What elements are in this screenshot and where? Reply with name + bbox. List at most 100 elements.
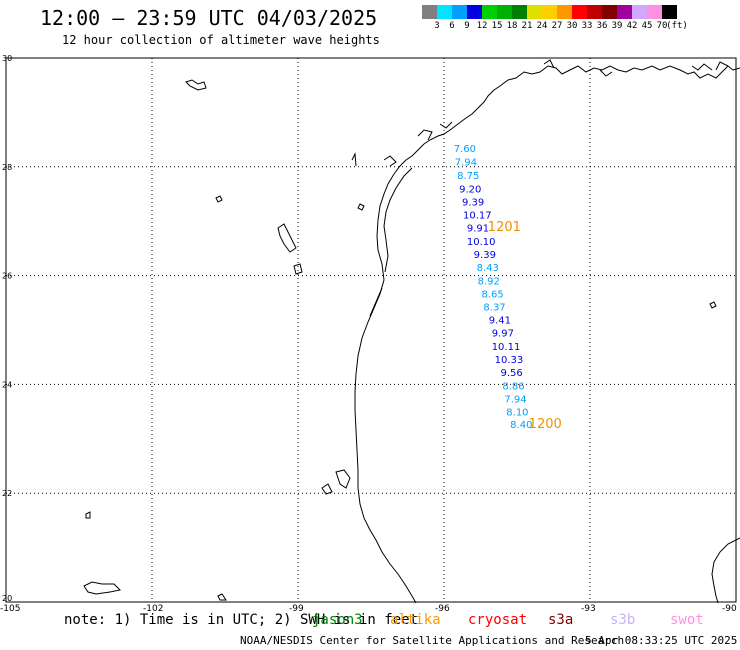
wave-height-value: 8.43 xyxy=(477,263,499,274)
longitude-label: -90 xyxy=(722,604,737,614)
legend-swatch xyxy=(632,5,647,19)
legend-label: 36 xyxy=(596,21,608,31)
mission-s3a: s3a xyxy=(548,612,574,628)
inland-lake xyxy=(335,469,351,489)
legend-swatch xyxy=(542,5,557,19)
legend-swatch xyxy=(497,5,512,19)
inland-lake xyxy=(357,203,365,211)
legend-label: 24 xyxy=(536,21,548,31)
wave-height-value: 9.91 xyxy=(467,224,489,235)
legend-swatch xyxy=(512,5,527,19)
barrier-islands xyxy=(369,167,413,317)
map-grid: 30 28 26 24 22 20-105 -102 -99 -96 -93 -90 xyxy=(0,54,737,614)
wave-height-value: 9.39 xyxy=(474,250,496,261)
longitude-label: -105 xyxy=(0,604,20,614)
map-subtitle: 12 hour collection of altimeter wave hei… xyxy=(62,33,380,47)
inland-lake xyxy=(293,263,303,275)
legend-swatch xyxy=(527,5,542,19)
inland-lake xyxy=(321,483,333,495)
legend-swatch xyxy=(467,5,482,19)
wave-height-value: 8.86 xyxy=(502,381,524,392)
color-scale-legend: 3 6 9 12 15 18 21 24 27 30 33 36 39 42 45 70 (ft) xyxy=(422,5,688,31)
legend-label: 33 xyxy=(581,21,593,31)
gulf-coastline xyxy=(354,65,740,604)
mission-altika: altika xyxy=(390,612,441,628)
legend-swatch xyxy=(452,5,467,19)
inland-lake xyxy=(185,79,207,91)
legend-swatch xyxy=(572,5,587,19)
legend-swatch xyxy=(602,5,617,19)
longitude-label: -93 xyxy=(581,604,596,614)
longitude-label: -102 xyxy=(143,604,163,614)
timestamp-text: 5 Apr 08:33:25 UTC 2025 xyxy=(585,634,738,647)
footer-note: note: 1) Time is in UTC; 2) SWH is in fe… xyxy=(64,612,419,628)
legend-label: 45 xyxy=(641,21,653,31)
wave-height-value: 10.17 xyxy=(463,210,492,221)
wave-height-value: 9.20 xyxy=(459,184,481,195)
wave-height-value: 7.60 xyxy=(454,144,476,155)
pass-time-label: 1201 xyxy=(488,220,521,235)
legend-label: 12 xyxy=(476,21,488,31)
wave-height-value: 10.10 xyxy=(467,237,496,248)
latitude-label: 20 xyxy=(2,594,12,603)
wave-height-value: 10.11 xyxy=(492,342,521,353)
legend-swatch xyxy=(647,5,662,19)
mission-cryosat: cryosat xyxy=(468,612,528,628)
inland-lake xyxy=(709,301,717,309)
legend-label: 18 xyxy=(506,21,518,31)
legend-label: 3 xyxy=(434,21,440,31)
wave-height-value: 8.92 xyxy=(478,276,500,287)
satellite-track: 7.60 7.94 8.75 9.20 9.39 10.17 9.91 10.10 9.39 8.… xyxy=(454,144,562,432)
legend-swatch xyxy=(482,5,497,19)
coastline xyxy=(83,59,740,604)
latitude-label: 24 xyxy=(2,380,12,389)
wave-height-value: 10.33 xyxy=(495,355,524,366)
legend-label: 6 xyxy=(449,21,455,31)
mission-swot: swot xyxy=(670,612,704,628)
wave-height-value: 7.94 xyxy=(455,158,477,169)
legend-label: 30 xyxy=(566,21,578,31)
legend-label: 21 xyxy=(521,21,533,31)
legend-label: 15 xyxy=(491,21,503,31)
longitude-label: -99 xyxy=(289,604,304,614)
wave-height-value: 9.39 xyxy=(462,197,484,208)
legend-label: 27 xyxy=(551,21,563,31)
latitude-label: 22 xyxy=(2,489,12,498)
latitude-label: 28 xyxy=(2,163,12,172)
mission-s3b: s3b xyxy=(610,612,636,628)
legend-labels: 3 6 9 12 15 18 21 24 27 30 33 36 39 42 45 70 (ft) xyxy=(422,19,688,31)
legend-label: 70 xyxy=(656,21,668,31)
inland-lake xyxy=(83,581,122,595)
wave-height-value: 8.37 xyxy=(483,302,505,313)
mission-jason3: jason3 xyxy=(312,612,363,628)
yucatan-coast xyxy=(711,537,740,604)
map-title: 12:00 – 23:59 UTC 04/03/2025 xyxy=(40,6,378,30)
legend-label: 9 xyxy=(464,21,470,31)
inland-lake xyxy=(215,195,223,203)
legend-swatch xyxy=(662,5,677,19)
inland-lake xyxy=(85,511,91,519)
legend-swatch xyxy=(437,5,452,19)
louisiana-bays xyxy=(351,59,729,167)
longitude-label: -96 xyxy=(435,604,450,614)
legend-swatches xyxy=(422,5,677,19)
legend-swatch xyxy=(557,5,572,19)
wave-height-value: 9.41 xyxy=(489,315,511,326)
wave-height-value: 9.97 xyxy=(492,329,514,340)
legend-label: (ft) xyxy=(666,21,688,31)
wave-height-value: 8.10 xyxy=(506,407,528,418)
wave-height-value: 8.65 xyxy=(481,289,503,300)
inland-lake xyxy=(217,593,227,601)
wave-height-value: 9.56 xyxy=(500,368,522,379)
latitude-label: 26 xyxy=(2,272,12,281)
legend-swatch xyxy=(587,5,602,19)
inland-lake xyxy=(277,223,297,253)
wave-height-value: 8.75 xyxy=(457,171,479,182)
wave-height-value: 8.40 xyxy=(510,420,532,431)
legend-label: 39 xyxy=(611,21,623,31)
map-frame xyxy=(5,57,737,603)
legend-label: 42 xyxy=(626,21,638,31)
credit-text: NOAA/NESDIS Center for Satellite Applica… xyxy=(240,634,625,647)
latitude-label: 30 xyxy=(2,54,12,63)
